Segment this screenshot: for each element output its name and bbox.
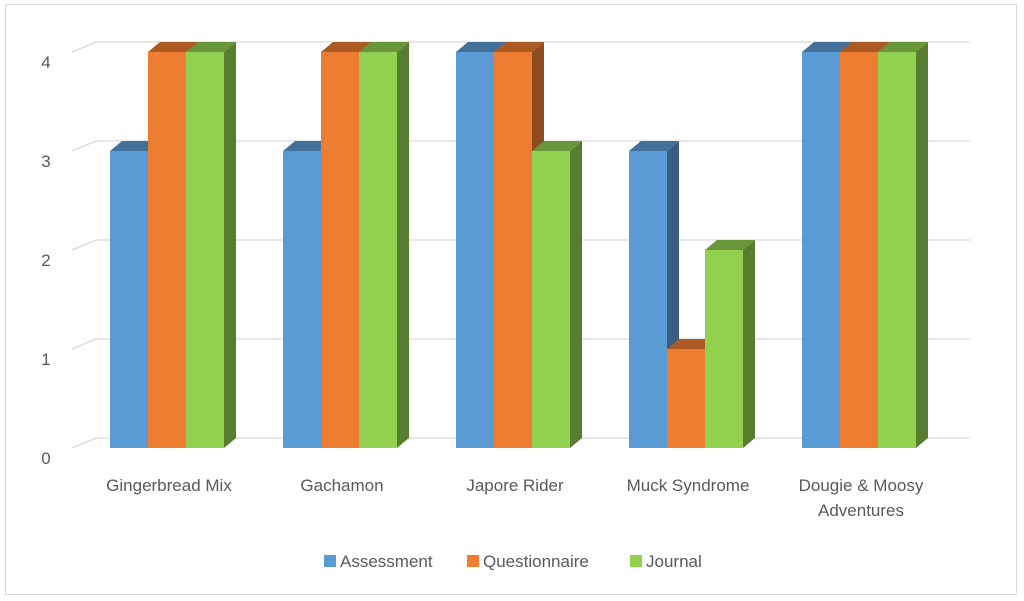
category-label: Gachamon	[300, 476, 383, 495]
category-label: Dougie & Moosy	[799, 476, 924, 495]
bar-journal	[532, 141, 582, 448]
gridline	[71, 41, 970, 53]
bar-journal	[359, 42, 409, 448]
category-label: Muck Syndrome	[627, 476, 750, 495]
bars	[110, 42, 928, 448]
y-tick-label: 3	[41, 152, 50, 171]
bar-journal	[878, 42, 928, 448]
legend-label-questionnaire: Questionnaire	[483, 552, 589, 571]
bar-journal	[186, 42, 236, 448]
legend-swatch-assessment	[324, 555, 336, 567]
y-axis: 0 1 2 3 4	[41, 53, 50, 468]
x-axis: Gingerbread Mix Gachamon Japore Rider Muck …	[106, 476, 924, 520]
legend-swatch-journal	[630, 555, 642, 567]
bar-journal	[705, 240, 755, 448]
category-label: Gingerbread Mix	[106, 476, 232, 495]
y-tick-label: 0	[41, 449, 50, 468]
y-tick-label: 1	[41, 350, 50, 369]
legend-label-assessment: Assessment	[340, 552, 433, 571]
y-tick-label: 4	[41, 53, 50, 72]
y-tick-label: 2	[41, 251, 50, 270]
legend-label-journal: Journal	[646, 552, 702, 571]
legend-swatch-questionnaire	[467, 555, 479, 567]
legend: Assessment Questionnaire Journal	[324, 552, 702, 571]
category-label: Japore Rider	[466, 476, 564, 495]
category-label: Adventures	[818, 501, 904, 520]
